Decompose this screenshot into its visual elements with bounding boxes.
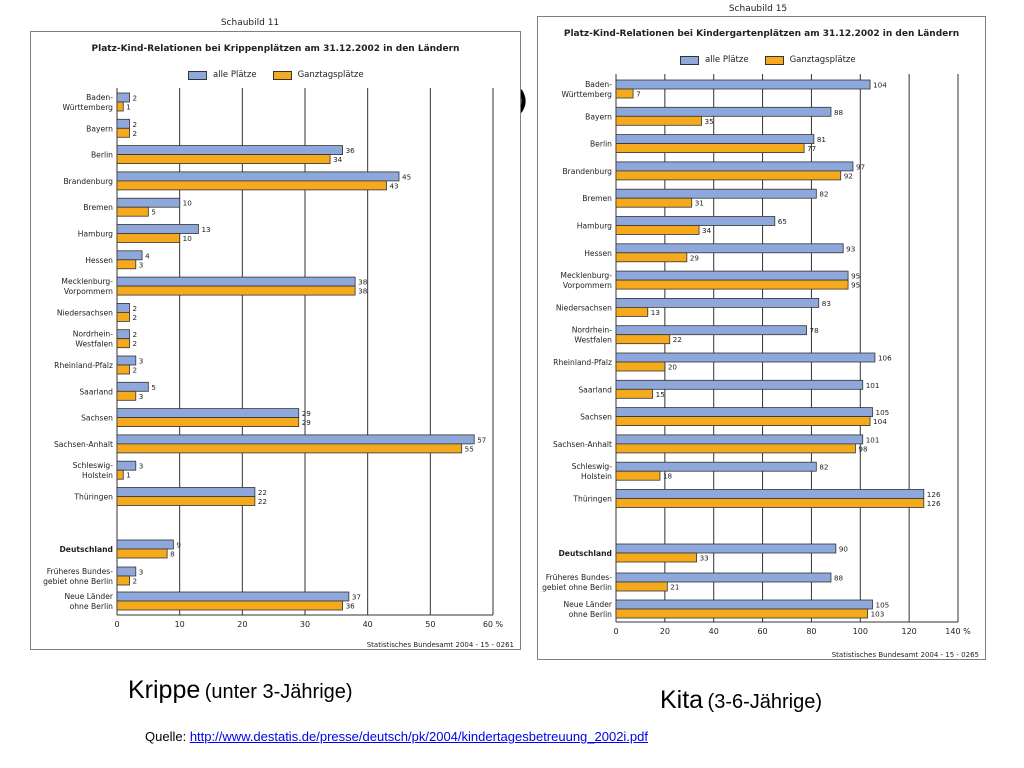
stray-parenthesis: ) bbox=[516, 86, 528, 116]
legend-swatch-ganztags bbox=[764, 55, 784, 65]
caption-kita-title: Kita bbox=[660, 686, 704, 714]
chart-panel-left: Platz-Kind-Relationen bei Krippenplätzen… bbox=[30, 31, 521, 650]
caption-krippe-subtitle: (unter 3-Jährige) bbox=[204, 681, 353, 703]
legend-label-ganztags: Ganztagsplätze bbox=[297, 70, 364, 80]
caption-krippe-title: Krippe bbox=[128, 676, 201, 704]
source-note-left: Statistisches Bundesamt 2004 - 15 - 0261 bbox=[366, 641, 514, 649]
legend-left: alle Plätze Ganztagsplätze bbox=[188, 70, 364, 80]
legend-swatch-ganztags bbox=[272, 70, 292, 80]
legend-swatch-alle bbox=[188, 70, 207, 80]
chart-title-right: Platz-Kind-Relationen bei Kindergartenpl… bbox=[563, 29, 960, 39]
caption-kita: Kita (3-6-Jährige) bbox=[660, 686, 822, 715]
legend-label-ganztags: Ganztagsplätze bbox=[789, 55, 856, 65]
chart-title-left: Platz-Kind-Relationen bei Krippenplätzen… bbox=[91, 44, 460, 54]
source-link[interactable]: http://www.destatis.de/presse/deutsch/pk… bbox=[189, 729, 649, 744]
source-citation-label: Quelle: bbox=[145, 729, 190, 744]
panel-label-left: Schaubild 11 bbox=[220, 18, 280, 28]
legend-swatch-alle bbox=[680, 55, 699, 65]
source-note-right: Statistisches Bundesamt 2004 - 15 - 0265 bbox=[831, 651, 979, 659]
legend-right: alle Plätze Ganztagsplätze bbox=[680, 55, 856, 65]
chart-panel-right: Platz-Kind-Relationen bei Kindergartenpl… bbox=[537, 16, 986, 660]
legend-label-alle: alle Plätze bbox=[705, 55, 749, 65]
caption-krippe: Krippe (unter 3-Jährige) bbox=[128, 676, 353, 705]
panel-label-right: Schaubild 15 bbox=[728, 4, 788, 14]
caption-kita-subtitle: (3-6-Jährige) bbox=[707, 691, 823, 713]
legend-label-alle: alle Plätze bbox=[213, 70, 257, 80]
source-citation: Quelle: http://www.destatis.de/presse/de… bbox=[145, 729, 648, 744]
